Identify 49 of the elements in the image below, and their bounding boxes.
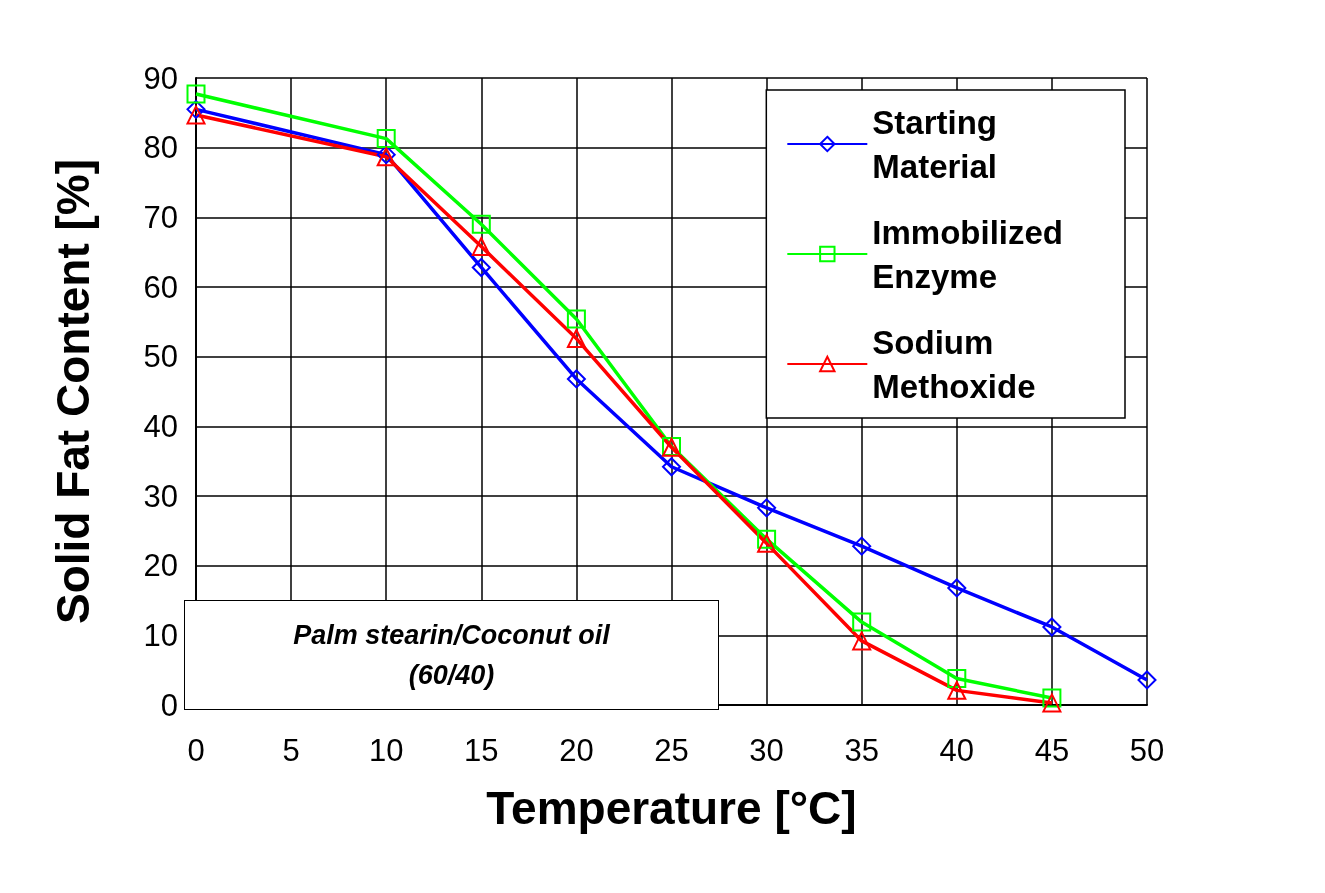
y-tick-label: 90 (143, 60, 178, 96)
point (471, 214, 491, 234)
point (1137, 670, 1157, 690)
y-tick-label: 70 (143, 199, 178, 235)
x-tick-label: 50 (1129, 733, 1165, 768)
x-tick-label: 10 (368, 733, 404, 768)
point (662, 457, 681, 477)
x-tick-label: 25 (654, 733, 689, 768)
point (186, 99, 206, 119)
point (947, 669, 967, 689)
point (947, 680, 967, 700)
point (186, 105, 206, 125)
point (1042, 693, 1062, 713)
x-tick-label: 45 (1034, 733, 1070, 768)
point (566, 369, 586, 389)
point (471, 237, 491, 257)
y-tick-label: 40 (143, 408, 178, 444)
y-tick-label: 20 (143, 548, 178, 584)
point (852, 536, 872, 556)
x-tick-label: 0 (187, 733, 205, 768)
legend-label: Sodium Methoxide (872, 323, 1036, 405)
point (1042, 688, 1062, 708)
point (947, 578, 967, 598)
point (1042, 617, 1062, 637)
point (852, 612, 872, 632)
y-axis-title: Solid Fat Content [%] (47, 158, 99, 625)
point (757, 498, 777, 518)
legend-label: Immobilized Enzyme (872, 213, 1063, 295)
point (471, 257, 491, 277)
point (376, 129, 396, 149)
point (852, 631, 872, 651)
point (566, 329, 586, 349)
x-axis-title: Temperature [°C] (486, 782, 857, 834)
x-tick-label: 35 (844, 733, 879, 768)
y-tick-label: 30 (143, 478, 178, 514)
point (186, 84, 206, 104)
note-box: Palm stearin/Coconut oil (60/40) (184, 600, 719, 710)
x-tick-label: 15 (464, 733, 499, 768)
y-tick-label: 50 (143, 339, 178, 375)
y-tick-label: 10 (143, 617, 178, 653)
y-tick-label: 0 (160, 687, 178, 723)
point (566, 309, 586, 329)
y-tick-label: 60 (143, 269, 178, 305)
x-tick-label: 40 (939, 733, 975, 768)
x-tick-label: 20 (559, 733, 594, 768)
x-tick-label: 5 (282, 733, 300, 768)
x-tick-label: 30 (749, 733, 784, 768)
y-tick-label: 80 (143, 130, 178, 166)
legend-label: Starting Material (872, 103, 998, 185)
